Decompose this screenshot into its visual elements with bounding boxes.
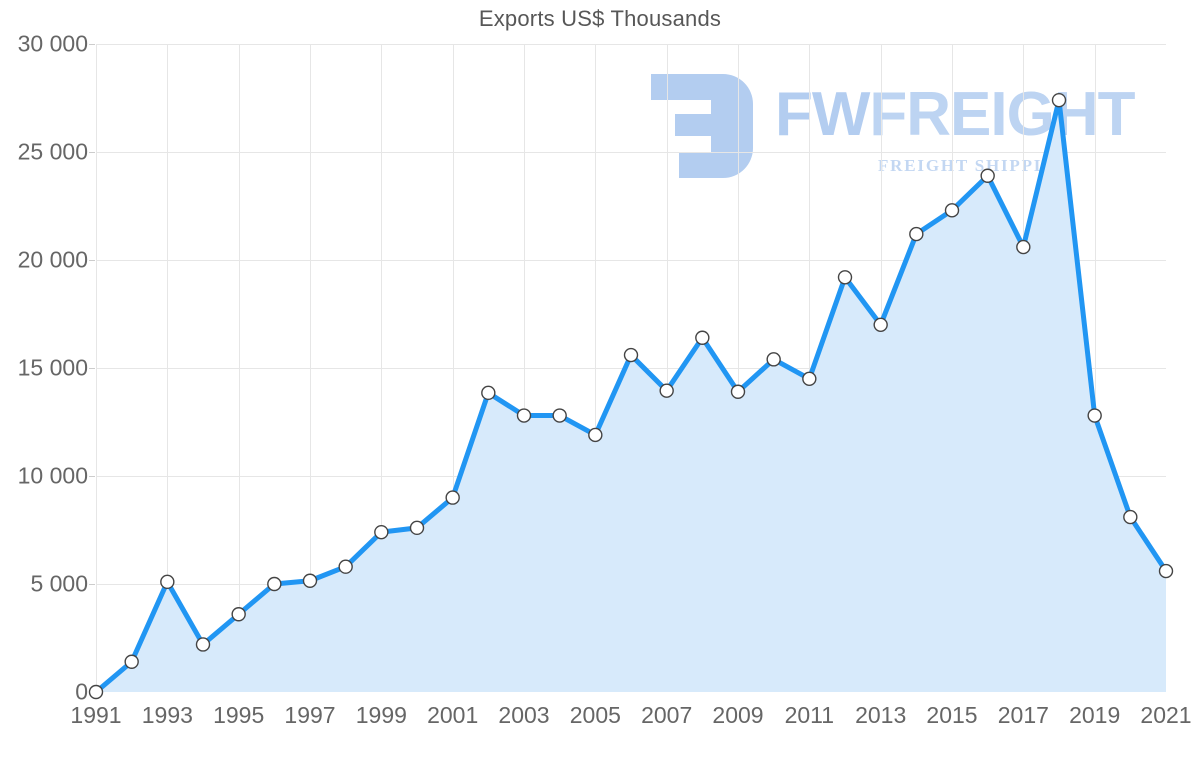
data-point-marker[interactable]: 2017: 20600: [1016, 239, 1031, 255]
gridline-horizontal: [96, 44, 1166, 45]
gridline-vertical: [310, 44, 311, 692]
data-point-marker[interactable]: 2012: 19200: [837, 270, 853, 285]
data-point-marker[interactable]: 1997: 5150: [302, 573, 318, 588]
x-axis-tick-label: 1995: [213, 702, 265, 728]
gridline-horizontal: [96, 152, 1166, 153]
x-axis-tick-label: 2019: [1069, 702, 1121, 728]
x-axis-tick-label: 2007: [641, 702, 693, 728]
gridline-vertical: [595, 44, 597, 692]
data-point-marker[interactable]: 2005: 11900: [588, 427, 603, 443]
y-axis-tick-label: 5 000: [30, 570, 88, 597]
data-point-marker[interactable]: 2004: 12800: [552, 408, 567, 423]
y-axis-tick-mark: [89, 44, 95, 45]
gridline-vertical: [738, 44, 739, 692]
data-point-marker[interactable]: 2021: 5600: [1158, 563, 1174, 579]
series-area-fill: [96, 100, 1166, 692]
x-axis-tick-label: 2005: [569, 702, 621, 728]
data-point-marker[interactable]: 2016: 23900: [980, 168, 995, 183]
y-axis-tick-label: 25 000: [17, 138, 88, 165]
x-axis-tick-label: 2015: [926, 702, 978, 728]
y-axis-tick-label: 10 000: [17, 462, 88, 489]
data-point-marker[interactable]: 1991: 0: [88, 684, 104, 700]
series-exports: 1991: 0 1992: 1400 1993: 5100 1994: 2200 199…: [88, 92, 1174, 700]
data-point-marker[interactable]: 2013: 17000: [873, 317, 888, 332]
data-point-marker[interactable]: 2018: 27400: [1051, 92, 1067, 108]
y-axis-tick-mark: [89, 152, 95, 153]
y-axis-tick-label: 30 000: [17, 30, 88, 57]
data-point-marker[interactable]: 1993: 5100: [160, 574, 175, 590]
x-axis-tick-label: 1993: [141, 702, 193, 728]
gridline-horizontal: [96, 260, 1166, 261]
data-point-marker[interactable]: 2011: 14500: [802, 371, 817, 386]
data-point-marker[interactable]: 2006: 15600: [623, 347, 639, 363]
gridline-vertical: [238, 44, 240, 692]
x-axis-tick-label: 2017: [997, 702, 1049, 728]
data-point-marker[interactable]: 1998: 5800: [338, 559, 353, 574]
x-axis-tick-label: 1997: [284, 702, 336, 728]
chart-title: Exports US$ Thousands: [478, 6, 722, 31]
data-point-marker[interactable]: 2020: 8100: [1123, 509, 1138, 525]
gridline-vertical: [96, 44, 97, 692]
x-axis-tick-label: 2011: [784, 702, 835, 728]
data-point-marker[interactable]: 2019: 12800: [1087, 408, 1102, 423]
data-point-marker[interactable]: 1999: 7400: [374, 524, 389, 540]
y-axis-tick-label: 20 000: [17, 246, 88, 273]
y-axis-tick-mark: [89, 584, 95, 585]
data-point-marker[interactable]: 2003: 12800: [516, 408, 532, 423]
plot-area: 1991: 0 1992: 1400 1993: 5100 1994: 2200 199…: [88, 44, 1174, 700]
x-axis-tick-label: 2001: [427, 702, 479, 728]
data-point-marker[interactable]: 2001: 9000: [445, 490, 460, 505]
data-point-marker[interactable]: 2008: 16400: [695, 330, 710, 345]
y-axis-tick-label: 0: [75, 678, 88, 705]
gridline-vertical: [381, 44, 383, 692]
data-point-marker[interactable]: 2009: 13900: [730, 384, 746, 399]
x-axis-tick-label: 2009: [712, 702, 764, 728]
data-point-marker[interactable]: 2015: 22300: [944, 203, 960, 218]
y-axis-tick-mark: [89, 260, 95, 261]
gridline-vertical: [1094, 44, 1096, 692]
x-axis-tick-label: 2013: [855, 702, 907, 728]
data-point-marker[interactable]: 2010: 15400: [766, 352, 781, 367]
gridline-vertical: [452, 44, 454, 692]
data-point-marker[interactable]: 2002: 13850: [481, 385, 496, 401]
gridline-vertical: [809, 44, 811, 692]
y-axis-tick-label: 15 000: [17, 354, 88, 381]
y-axis-tick-mark: [89, 476, 95, 477]
x-axis-tick-label: 2003: [498, 702, 550, 728]
data-point-marker[interactable]: 1992: 1400: [124, 654, 139, 669]
x-axis-tick-label: 2021: [1140, 702, 1192, 728]
data-point-marker[interactable]: 1995: 3600: [231, 607, 246, 622]
x-axis-tick-label: 1999: [355, 702, 407, 728]
x-axis-tick-label: 1991: [70, 702, 122, 728]
data-point-marker[interactable]: 2014: 21200: [909, 226, 924, 242]
data-point-marker[interactable]: 1994: 2200: [195, 637, 211, 652]
data-point-marker[interactable]: 2007: 13950: [659, 383, 674, 398]
gridline-vertical: [167, 44, 169, 692]
gridline-vertical: [524, 44, 525, 692]
gridline-vertical: [666, 44, 668, 692]
y-axis-tick-mark: [89, 368, 95, 369]
